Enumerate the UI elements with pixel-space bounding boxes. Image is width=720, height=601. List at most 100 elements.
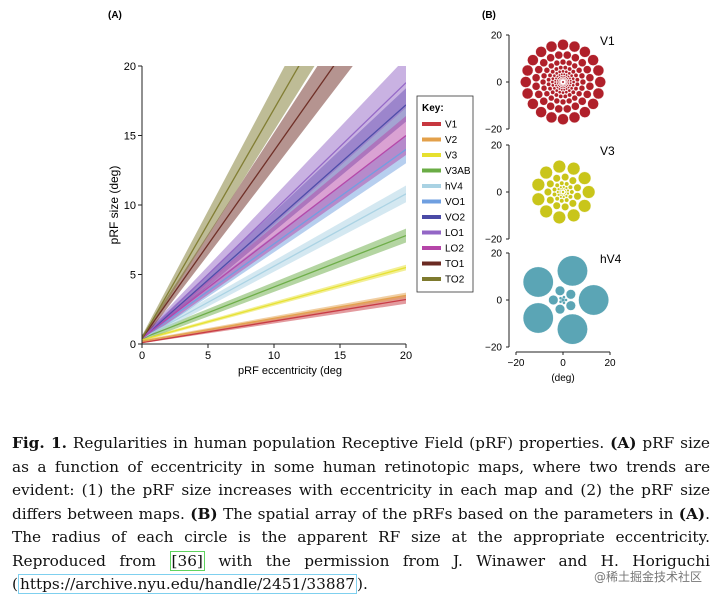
line-v3 <box>142 266 406 341</box>
rf-circle <box>558 65 564 70</box>
y-axis-label: pRF size (deg) <box>107 166 121 245</box>
rf-circle <box>560 72 564 76</box>
rf-circle <box>565 87 568 91</box>
reference-link[interactable]: [36] <box>169 550 205 571</box>
rf-circle <box>535 46 547 58</box>
rf-circle <box>568 184 573 190</box>
x-axis-label: pRF eccentricity (deg <box>238 365 342 377</box>
rf-circle <box>561 90 565 95</box>
rf-circle <box>568 176 577 185</box>
panel-a-axes: pRF eccentricity (deg pRF size (deg) 0 5 1… <box>107 61 412 377</box>
rf-circle <box>563 188 566 191</box>
x-tick-label: 20 <box>400 350 412 362</box>
b-y-tick-label: 0 <box>496 296 502 307</box>
rf-circle <box>560 193 562 196</box>
rf-circle <box>554 50 563 60</box>
rf-circle <box>561 69 565 74</box>
rf-circle <box>556 86 559 89</box>
confidence-bands <box>142 66 406 344</box>
rf-circle <box>566 191 570 195</box>
rf-circle <box>543 188 552 196</box>
rf-circle <box>565 73 568 77</box>
rf-circle <box>550 69 556 75</box>
rf-circle <box>560 86 563 89</box>
x-tick-label: 0 <box>139 350 145 362</box>
band-to2 <box>142 66 315 342</box>
rf-circle <box>567 80 570 84</box>
rf-circle <box>567 75 570 78</box>
rf-circle <box>543 67 551 74</box>
rf-circle <box>562 185 566 189</box>
legend-label-v1: V1 <box>445 120 458 131</box>
rf-circle <box>554 196 560 202</box>
rf-circle <box>571 80 576 84</box>
rf-circle <box>565 300 576 311</box>
rf-circle <box>558 85 561 88</box>
legend-label-vo2: VO2 <box>445 213 465 224</box>
rf-circle <box>578 97 587 106</box>
rf-circle <box>587 54 599 66</box>
rf-circle <box>546 179 555 188</box>
figure-caption: Fig. 1. Regularities in human population… <box>12 432 710 597</box>
rf-circle <box>559 195 563 199</box>
rf-circle <box>570 69 576 75</box>
rf-circle <box>569 81 573 85</box>
caption-text-6: ). <box>357 575 368 593</box>
rf-circle <box>554 66 559 72</box>
rf-circle <box>548 94 555 102</box>
rf-circle <box>545 40 558 53</box>
rf-circle <box>571 83 575 88</box>
rf-circle <box>562 77 565 79</box>
x-tick-label: 5 <box>205 350 211 362</box>
rf-circle <box>527 98 539 110</box>
rf-circle <box>558 94 564 99</box>
rf-circle <box>557 39 569 51</box>
rf-circle <box>569 73 574 78</box>
panel-a-label: (A) <box>108 10 122 21</box>
line-to1 <box>142 66 335 339</box>
rf-circle <box>567 88 572 93</box>
line-hv4 <box>142 193 406 340</box>
rf-circle <box>552 187 557 192</box>
rf-circle <box>552 210 566 224</box>
b-y-tick-label: −20 <box>485 235 502 246</box>
rf-circle <box>592 87 605 100</box>
rf-circle <box>557 193 561 197</box>
rf-circle <box>566 84 569 87</box>
rf-circle <box>543 90 551 97</box>
rf-circle <box>566 189 570 193</box>
line-to2 <box>142 66 300 339</box>
rf-circle <box>553 79 557 83</box>
rf-circle <box>535 106 547 118</box>
rf-circle <box>539 166 553 180</box>
rf-circle <box>547 73 553 78</box>
url-link[interactable]: https://archive.nyu.edu/handle/2451/3388… <box>17 574 358 594</box>
caption-text-2: pRF size as a function of eccentricity i… <box>12 434 710 523</box>
b-y-tick-label: 20 <box>491 249 503 260</box>
legend: Key: V1 V2 V3 V3AB hV4 VO1 VO2 LO1 LO2 TO1 TO2 <box>416 95 474 293</box>
rf-circle <box>559 98 567 106</box>
legend-label-v2: V2 <box>445 135 458 146</box>
rf-circle <box>579 46 591 58</box>
rf-circle <box>579 106 591 118</box>
rf-circle <box>573 183 582 192</box>
rf-circle <box>539 97 548 106</box>
rf-circle <box>531 192 545 206</box>
rf-circle <box>565 84 567 86</box>
rf-circle <box>556 80 559 84</box>
caption-label-b: (B) <box>190 504 218 523</box>
rf-circle <box>564 84 566 87</box>
rf-circle <box>556 190 560 194</box>
rf-circle <box>557 90 562 94</box>
figure-canvas: (A) (B) pRF eccentricity (deg pRF size (… <box>107 10 622 384</box>
rf-circle <box>569 86 574 91</box>
rf-circle <box>521 64 534 77</box>
y-tick-label: 5 <box>130 270 136 282</box>
rf-circle <box>546 81 551 87</box>
rf-circle <box>551 83 555 88</box>
rf-circle <box>567 79 570 82</box>
line-v2 <box>142 294 406 342</box>
rf-circle <box>561 85 564 87</box>
rf-circle <box>570 89 576 95</box>
rf-circle <box>564 298 568 302</box>
